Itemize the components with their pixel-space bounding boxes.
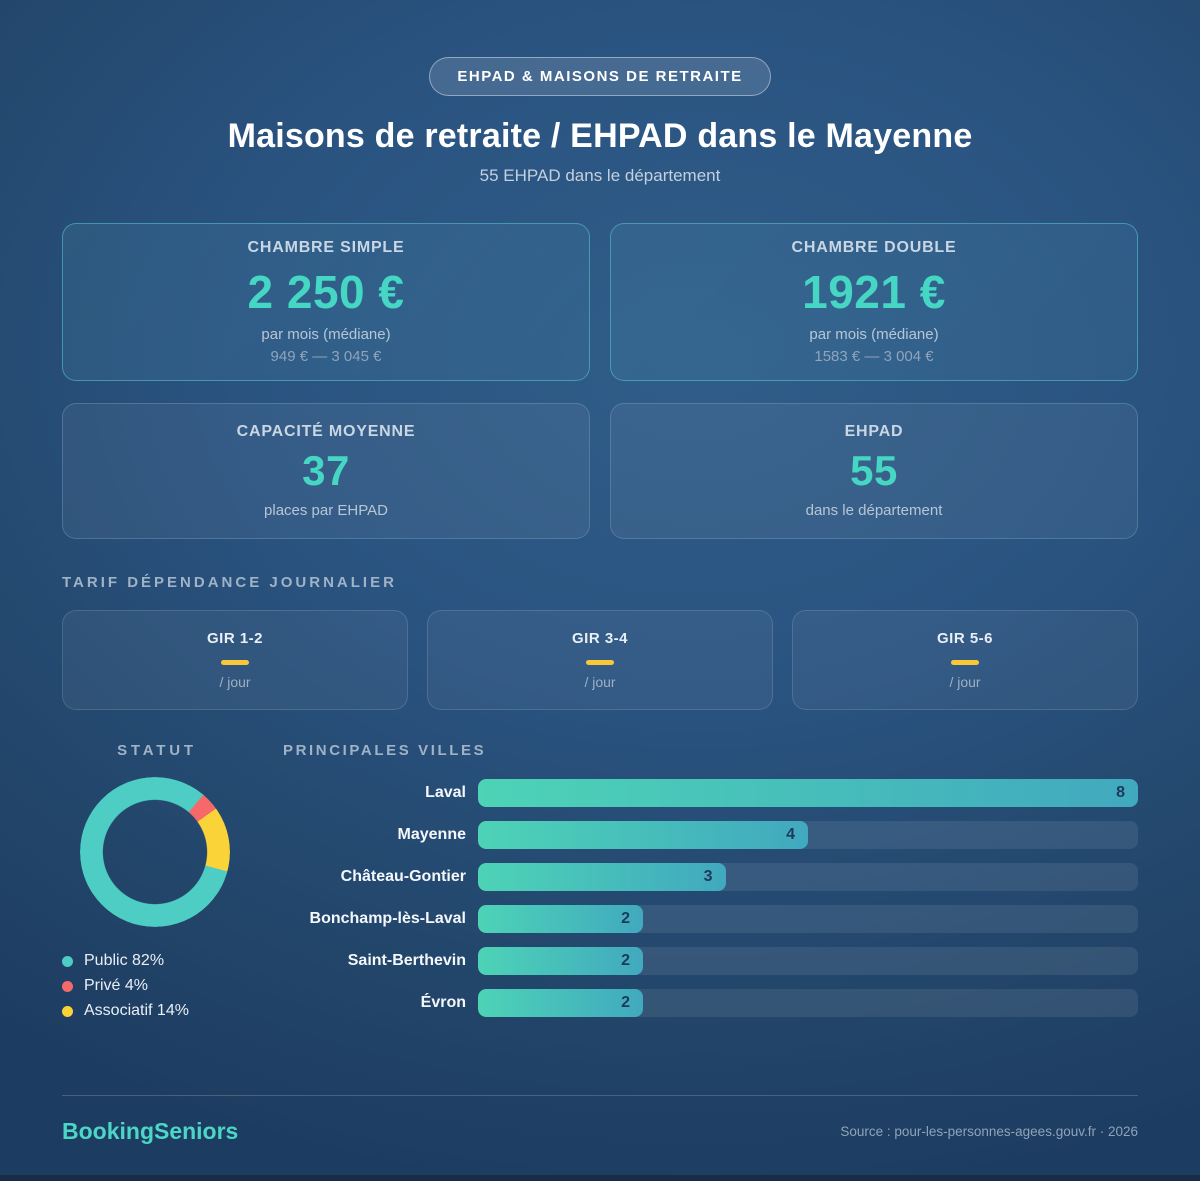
gir-dash-placeholder [951,660,979,665]
bar-value: 2 [621,910,630,927]
gir-label: GIR 1-2 [206,630,263,647]
stat-card-ehpad-count: EHPAD 55 dans le département [610,403,1138,539]
gir-label: GIR 5-6 [936,630,993,647]
bar-value: 8 [1116,784,1125,801]
stat-range: 949 € — 3 045 € [270,348,382,365]
bar-track: 2 [478,947,1138,975]
bar-fill: 2 [478,989,643,1017]
gir-dash-placeholder [221,660,249,665]
legend-item-associatif: Associatif 14% [62,1002,252,1020]
badge-container: EHPAD & MAISONS DE RETRAITE [62,0,1138,96]
stat-label: CHAMBRE DOUBLE [791,239,957,256]
footer-divider [62,1095,1138,1096]
villes-heading: PRINCIPALES VILLES [283,742,487,759]
stat-card-chambre-simple: CHAMBRE SIMPLE 2 250 € par mois (médiane… [62,223,590,381]
bottom-section: STATUT Public 82% Privé 4% Associatif 14… [62,742,1138,1031]
bar-city-label: Laval [425,784,466,801]
page-subtitle: 55 EHPAD dans le département [479,166,721,185]
gir-card-3-4: GIR 3-4 / jour [427,610,773,710]
villes-column: PRINCIPALES VILLES Laval 8 Mayenne [283,742,1138,1031]
gir-label: GIR 3-4 [571,630,628,647]
statut-donut-chart [80,777,230,927]
bar-track: 4 [478,821,1138,849]
stat-value: 55 [850,447,898,494]
stat-sub: dans le département [805,502,943,519]
legend-dot-public [62,955,73,967]
bar-fill: 3 [478,863,726,891]
bar-row: Évron 2 [283,989,1138,1017]
brand-logo: BookingSeniors [62,1118,239,1144]
statut-column: STATUT Public 82% Privé 4% Associatif 14… [62,742,252,1031]
bar-row: Château-Gontier 3 [283,863,1138,891]
stat-card-capacite: CAPACITÉ MOYENNE 37 places par EHPAD [62,403,590,539]
stat-label: CAPACITÉ MOYENNE [236,423,416,440]
bar-value: 2 [621,994,630,1011]
bar-fill: 8 [478,779,1138,807]
bar-value: 3 [703,868,713,885]
stat-value: 1921 € [802,266,946,318]
legend-label: Public 82% [84,952,165,969]
bar-fill: 2 [478,947,643,975]
gir-per-day: / jour [584,674,616,690]
gir-dash-placeholder [586,660,614,665]
gir-cards-grid: GIR 1-2 / jour GIR 3-4 / jour GIR 5-6 / … [62,610,1138,710]
bar-fill: 4 [478,821,808,849]
bar-city-label: Évron [420,994,466,1011]
stat-cards-grid: CHAMBRE SIMPLE 2 250 € par mois (médiane… [62,223,1138,539]
bar-row: Laval 8 [283,779,1138,807]
bar-row: Mayenne 4 [283,821,1138,849]
legend-label: Associatif 14% [84,1002,189,1019]
gir-per-day: / jour [219,674,251,690]
stat-sub: par mois (médiane) [809,326,939,343]
source-attribution: Source : pour-les-personnes-agees.gouv.f… [840,1124,1138,1139]
stat-card-chambre-double: CHAMBRE DOUBLE 1921 € par mois (médiane)… [610,223,1138,381]
bar-track: 2 [478,905,1138,933]
bar-row: Saint-Berthevin 2 [283,947,1138,975]
legend-label: Privé 4% [84,977,149,994]
gir-per-day: / jour [949,674,981,690]
gir-card-5-6: GIR 5-6 / jour [792,610,1138,710]
bar-city-label: Bonchamp-lès-Laval [309,910,466,927]
legend-dot-prive [62,980,73,992]
bar-row: Bonchamp-lès-Laval 2 [283,905,1138,933]
legend-item-public: Public 82% [62,952,252,970]
stat-label: CHAMBRE SIMPLE [247,239,405,256]
bar-city-label: Château-Gontier [340,868,466,885]
page-title: Maisons de retraite / EHPAD dans le Maye… [227,117,973,155]
bar-city-label: Saint-Berthevin [347,952,466,969]
bar-track: 8 [478,779,1138,807]
statut-legend: Public 82% Privé 4% Associatif 14% [62,952,252,1020]
bar-track: 3 [478,863,1138,891]
bar-value: 4 [786,826,795,843]
gir-card-1-2: GIR 1-2 / jour [62,610,408,710]
category-badge: EHPAD & MAISONS DE RETRAITE [429,57,771,96]
tarif-section-heading: TARIF DÉPENDANCE JOURNALIER [62,574,397,591]
bar-value: 2 [621,952,630,969]
bar-city-label: Mayenne [397,826,466,843]
bottom-strip [0,1175,1200,1181]
content: EHPAD & MAISONS DE RETRAITE Maisons de r… [62,0,1138,1145]
stat-value: 37 [302,447,350,494]
stat-sub: places par EHPAD [264,502,388,519]
stat-range: 1583 € — 3 004 € [814,348,934,365]
statut-heading: STATUT [117,742,197,759]
legend-item-prive: Privé 4% [62,977,252,995]
stat-value: 2 250 € [247,266,405,318]
stat-label: EHPAD [844,423,904,440]
footer: BookingSeniors Source : pour-les-personn… [62,1118,1138,1145]
legend-dot-associatif [62,1005,73,1017]
bar-fill: 2 [478,905,643,933]
bar-track: 2 [478,989,1138,1017]
villes-bar-chart: Laval 8 Mayenne 4 [283,779,1138,1017]
stat-sub: par mois (médiane) [261,326,391,343]
